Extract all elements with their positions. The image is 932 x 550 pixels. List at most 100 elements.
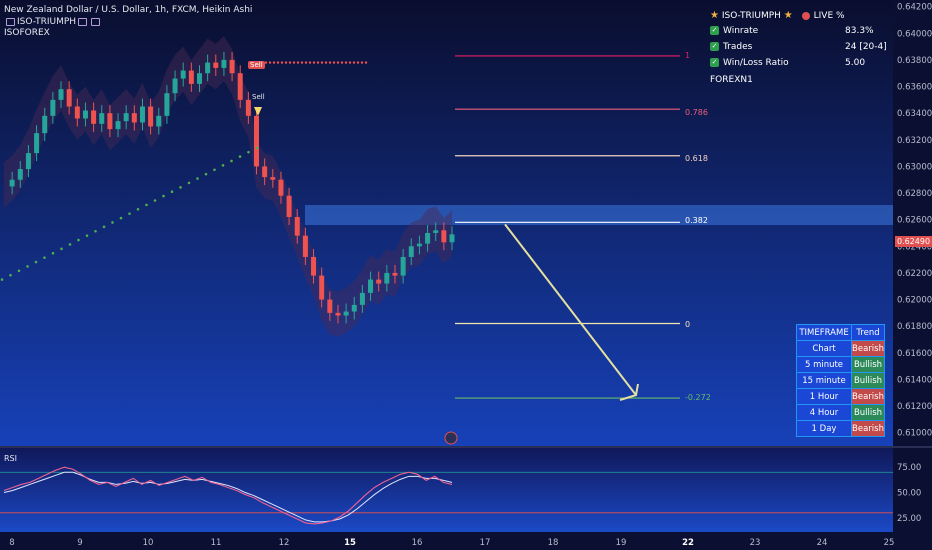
- time-tick-label: 18: [548, 538, 559, 548]
- trailing-stop-dot: [320, 61, 324, 64]
- candle-body: [66, 89, 72, 107]
- candle-body: [368, 279, 374, 293]
- price-tick-label: 0.62000: [897, 296, 932, 306]
- timeframe-cell: 5 minute: [796, 356, 852, 373]
- trailing-stop-dot: [153, 199, 157, 202]
- candle-body: [441, 230, 447, 243]
- price-tick-label: 0.61000: [897, 429, 932, 439]
- trailing-stop-dot: [170, 190, 174, 194]
- time-tick-label: 10: [143, 538, 154, 548]
- candle-body: [50, 99, 56, 116]
- trailing-stop-dot: [221, 164, 225, 167]
- checkbox-icon: ✓: [710, 26, 719, 35]
- resistance-zone: [305, 205, 893, 225]
- timeframe-cell: 4 Hour: [796, 404, 852, 421]
- trailing-stop-dot: [296, 61, 300, 64]
- trailing-stop-dot: [187, 181, 191, 185]
- candle-body: [34, 133, 40, 154]
- sell-signal-tag: Sell: [252, 93, 265, 101]
- timeframe-cell: 1 Day: [796, 420, 852, 437]
- candle-body: [343, 311, 349, 316]
- trailing-stop-dot: [9, 273, 12, 277]
- price-tick-label: 0.63600: [897, 83, 932, 93]
- trailing-stop-dot: [268, 61, 272, 64]
- candle-body: [9, 179, 15, 187]
- trailing-stop-dot: [204, 172, 208, 176]
- time-tick-label: 8: [9, 538, 14, 548]
- rsi-tick-label: 25.00: [897, 514, 921, 524]
- stat-value: 5.00: [845, 58, 866, 68]
- stats-title: ★ ISO-TRIUMPH ★ LIVE %: [710, 10, 845, 21]
- star-icon: ★: [710, 10, 719, 21]
- trailing-stop-dot: [344, 61, 348, 64]
- table-row: 4 Hour Bullish: [796, 404, 885, 421]
- stats-footer: FOREXN1: [710, 75, 753, 85]
- sell-marker-icon: [254, 107, 262, 116]
- trailing-stop-dot: [34, 260, 38, 264]
- candle-body: [254, 115, 260, 167]
- candle-body: [311, 256, 317, 276]
- trailing-stop-dot: [179, 186, 182, 189]
- indicator-iso-triumph[interactable]: ISO-TRIUMPH: [4, 17, 102, 27]
- trailing-stop-dot: [213, 168, 216, 172]
- time-tick-label: 19: [616, 538, 627, 548]
- stat-value: 83.3%: [845, 26, 874, 36]
- indicator-icon: [91, 17, 101, 26]
- candle-body: [229, 59, 235, 74]
- trailing-stop-dot: [336, 61, 340, 64]
- candle-body: [294, 217, 300, 236]
- trailing-stop-dot: [17, 269, 21, 273]
- candle-body: [262, 166, 268, 178]
- candle-body: [123, 113, 129, 122]
- candle-body: [384, 272, 390, 284]
- trailing-stop-dot: [300, 61, 304, 64]
- candle-body: [99, 113, 105, 124]
- time-tick-label: 17: [480, 538, 491, 548]
- candle-body: [319, 275, 325, 300]
- price-tick-label: 0.61400: [897, 375, 932, 385]
- rsi-signal-line: [3, 471, 453, 523]
- trailing-stop-dot: [352, 61, 356, 64]
- candle-body: [17, 169, 23, 180]
- candle-body: [245, 99, 251, 116]
- stat-row: ✓ Winrate: [710, 26, 759, 36]
- trailing-stop-dot: [324, 61, 328, 64]
- fib-label: -0.272: [685, 393, 711, 402]
- trailing-stop-dot: [304, 61, 308, 64]
- rsi-title: RSI: [4, 454, 17, 463]
- candle-body: [270, 177, 276, 180]
- trailing-stop-dot: [332, 61, 336, 64]
- indicator-cloud: [4, 35, 452, 337]
- time-tick-label: 15: [344, 538, 356, 548]
- table-header: TIMEFRAME: [796, 324, 852, 341]
- candle-body: [107, 113, 113, 130]
- candle-body: [416, 243, 422, 247]
- sell-signal-tag: Sell: [248, 61, 265, 69]
- trailing-stop-dot: [230, 159, 233, 163]
- candle-body: [286, 195, 292, 218]
- candle-body: [392, 272, 398, 276]
- table-row: 15 minute Bullish: [796, 372, 885, 389]
- price-tick-label: 0.62200: [897, 269, 932, 279]
- fib-label: 0.786: [685, 108, 708, 117]
- live-dot-icon: [801, 11, 810, 20]
- trailing-stop-dot: [60, 247, 63, 251]
- trailing-stop-dot: [145, 203, 148, 207]
- trailing-stop-dot: [51, 251, 55, 255]
- current-price-tag: 0.62490: [895, 236, 932, 247]
- price-tick-label: 0.63800: [897, 56, 932, 66]
- price-tick-label: 0.64200: [897, 3, 932, 13]
- trend-cell: Bullish: [851, 356, 885, 373]
- timeframe-cell: 1 Hour: [796, 388, 852, 405]
- fib-label: 0.618: [685, 154, 708, 163]
- trend-cell: Bullish: [851, 372, 885, 389]
- trailing-stop-dot: [94, 229, 97, 233]
- candle-body: [237, 73, 243, 100]
- candle-body: [58, 89, 64, 100]
- indicator-isoforex[interactable]: ISOFOREX: [4, 28, 50, 38]
- trailing-stop-dot: [328, 61, 332, 64]
- trailing-stop-dot: [43, 256, 46, 259]
- trailing-stop-dot: [77, 238, 80, 242]
